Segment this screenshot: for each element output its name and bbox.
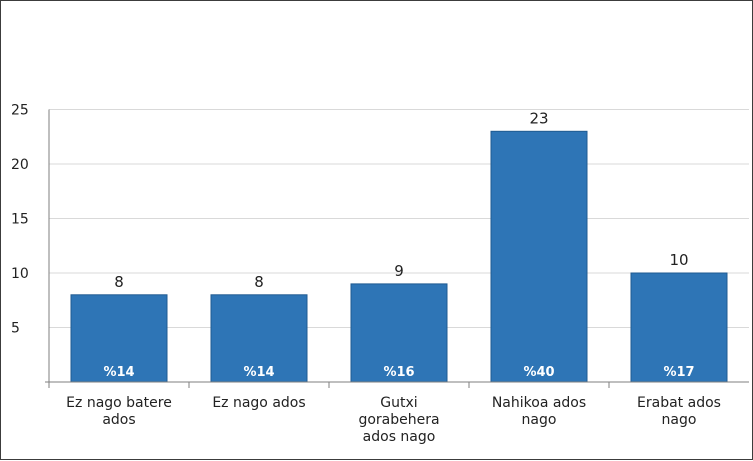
bar-5 bbox=[630, 272, 728, 383]
category-label-line: Nahikoa ados bbox=[492, 395, 586, 411]
axes bbox=[45, 109, 749, 388]
y-tick-label-5: 5 bbox=[11, 321, 20, 337]
category-label-3: Gutxi gorabehera ados nago bbox=[358, 395, 439, 445]
bar-1 bbox=[70, 294, 168, 383]
percent-label-5: %17 bbox=[663, 365, 694, 380]
percent-label-2: %14 bbox=[243, 365, 274, 380]
y-tick-label-25: 25 bbox=[11, 103, 29, 119]
percent-label-1: %14 bbox=[103, 365, 134, 380]
value-label-1: 8 bbox=[114, 273, 124, 291]
bar-4 bbox=[490, 130, 588, 383]
y-tick-label-10: 10 bbox=[11, 266, 29, 282]
value-labels: 8 8 9 23 10 bbox=[114, 109, 688, 290]
bars bbox=[70, 130, 728, 383]
category-label-line: Erabat ados bbox=[637, 395, 721, 411]
category-label-4: Nahikoa ados nago bbox=[492, 395, 586, 428]
category-label-line: nago bbox=[522, 412, 557, 428]
category-label-line: ados nago bbox=[363, 429, 436, 445]
y-axis-ticks: 5 10 15 20 25 bbox=[11, 103, 29, 337]
y-tick-label-15: 15 bbox=[11, 212, 29, 228]
percent-labels: %14 %14 %16 %40 %17 bbox=[103, 365, 694, 380]
category-label-line: ados bbox=[102, 412, 135, 428]
value-label-5: 10 bbox=[669, 251, 688, 269]
category-label-2: Ez nago ados bbox=[212, 395, 305, 411]
bar-3 bbox=[350, 283, 448, 383]
category-label-line: Ez nago ados bbox=[212, 395, 305, 411]
category-label-line: nago bbox=[662, 412, 697, 428]
category-label-line: Gutxi bbox=[380, 395, 417, 411]
value-label-4: 23 bbox=[529, 109, 548, 127]
y-tick-label-20: 20 bbox=[11, 157, 29, 173]
category-label-line: Ez nago batere bbox=[66, 395, 172, 411]
value-label-3: 9 bbox=[394, 262, 404, 280]
percent-label-4: %40 bbox=[523, 365, 554, 380]
category-label-5: Erabat ados nago bbox=[637, 395, 721, 428]
percent-label-3: %16 bbox=[383, 365, 414, 380]
category-label-1: Ez nago batere ados bbox=[66, 395, 172, 428]
value-label-2: 8 bbox=[254, 273, 264, 291]
category-labels: Ez nago batere ados Ez nago ados Gutxi gorab… bbox=[66, 395, 721, 445]
category-label-line: gorabehera bbox=[358, 412, 439, 428]
